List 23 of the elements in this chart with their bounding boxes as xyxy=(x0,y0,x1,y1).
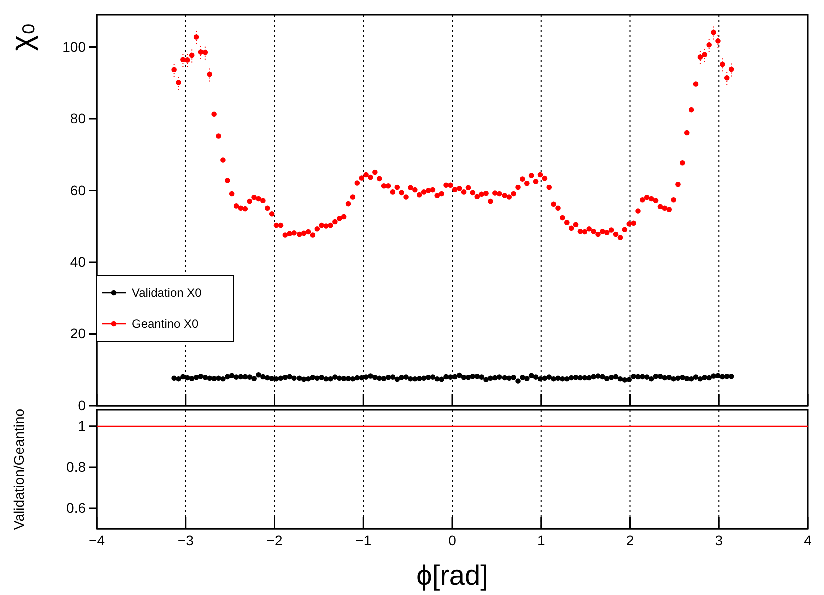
y-tick-label: 0 xyxy=(78,397,86,414)
y-tick-label: 60 xyxy=(70,182,86,198)
y-tick-label: 80 xyxy=(70,110,86,127)
y-tick-label: 20 xyxy=(70,326,86,342)
y-axis-title: χ₀ xyxy=(6,22,39,52)
x-tick-label: 3 xyxy=(715,532,724,549)
y-tick-label: 1 xyxy=(78,418,86,434)
y-tick-label: 0.8 xyxy=(66,458,86,475)
y-axis-title: Validation/Geantino xyxy=(11,408,27,530)
x-tick-label: 0 xyxy=(448,532,457,549)
x-tick-label: −1 xyxy=(356,532,372,549)
x-tick-label: 2 xyxy=(626,532,634,549)
y-tick-label: 100 xyxy=(62,38,86,55)
y-tick-label: 0.6 xyxy=(66,500,86,516)
x-tick-label: 4 xyxy=(804,532,812,549)
legend-label: Geantino X0 xyxy=(132,317,200,331)
x-tick-label: −2 xyxy=(266,532,283,549)
x-tick-label: −4 xyxy=(89,532,106,549)
y-tick-label: 40 xyxy=(70,254,86,270)
x-tick-label: −3 xyxy=(178,532,194,549)
legend-label: Validation X0 xyxy=(132,286,202,300)
x-tick-label: 1 xyxy=(537,532,546,549)
x-axis-title: ϕ[rad] xyxy=(416,560,488,591)
